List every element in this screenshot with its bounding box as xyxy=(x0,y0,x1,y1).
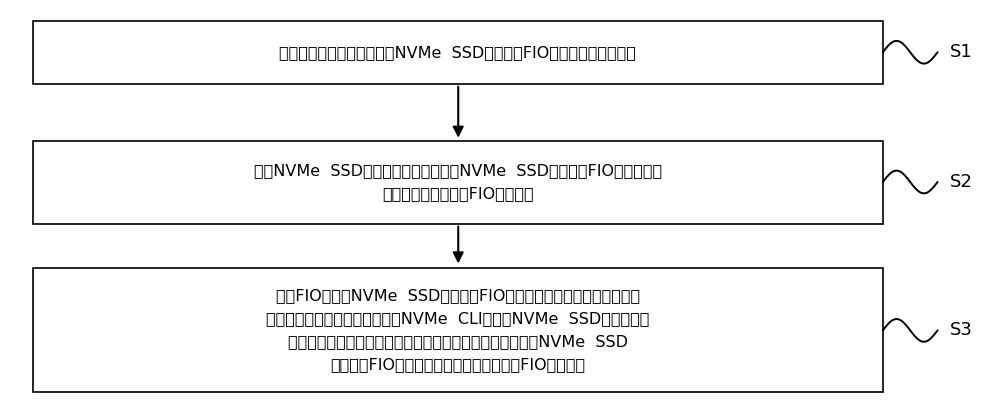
Text: 通过FIO工具对NVMe  SSD运行所需FIO工作负载进行可靠性测试，在测: 通过FIO工具对NVMe SSD运行所需FIO工作负载进行可靠性测试，在测 xyxy=(276,288,640,303)
Bar xyxy=(33,21,883,84)
Text: 获取NVMe  SSD的所需恒温值，并通过NVMe  SSD温度值与FIO工作负载的: 获取NVMe SSD的所需恒温值，并通过NVMe SSD温度值与FIO工作负载的 xyxy=(254,163,662,178)
Bar xyxy=(33,141,883,224)
Text: S1: S1 xyxy=(949,43,972,61)
Text: 通过人工神经网络算法确定NVMe  SSD温度值与FIO工作负载的关系模型: 通过人工神经网络算法确定NVMe SSD温度值与FIO工作负载的关系模型 xyxy=(279,45,636,60)
Text: 值进行检测，并在实时温度值与所需恒温值不匹配时，依据NVMe  SSD: 值进行检测，并在实时温度值与所需恒温值不匹配时，依据NVMe SSD xyxy=(288,334,628,349)
Text: S2: S2 xyxy=(949,173,972,191)
Bar xyxy=(33,268,883,392)
Text: 温度值与FIO工作负载的关系模型调整实时FIO工作负载: 温度值与FIO工作负载的关系模型调整实时FIO工作负载 xyxy=(330,357,585,372)
Text: S3: S3 xyxy=(949,321,972,339)
Text: 关系模型计算出所需FIO工作负载: 关系模型计算出所需FIO工作负载 xyxy=(382,186,534,201)
Text: 试过程中每间隔设定时间段通过NVMe  CLI工具对NVMe  SSD的实时温度: 试过程中每间隔设定时间段通过NVMe CLI工具对NVMe SSD的实时温度 xyxy=(266,311,649,326)
